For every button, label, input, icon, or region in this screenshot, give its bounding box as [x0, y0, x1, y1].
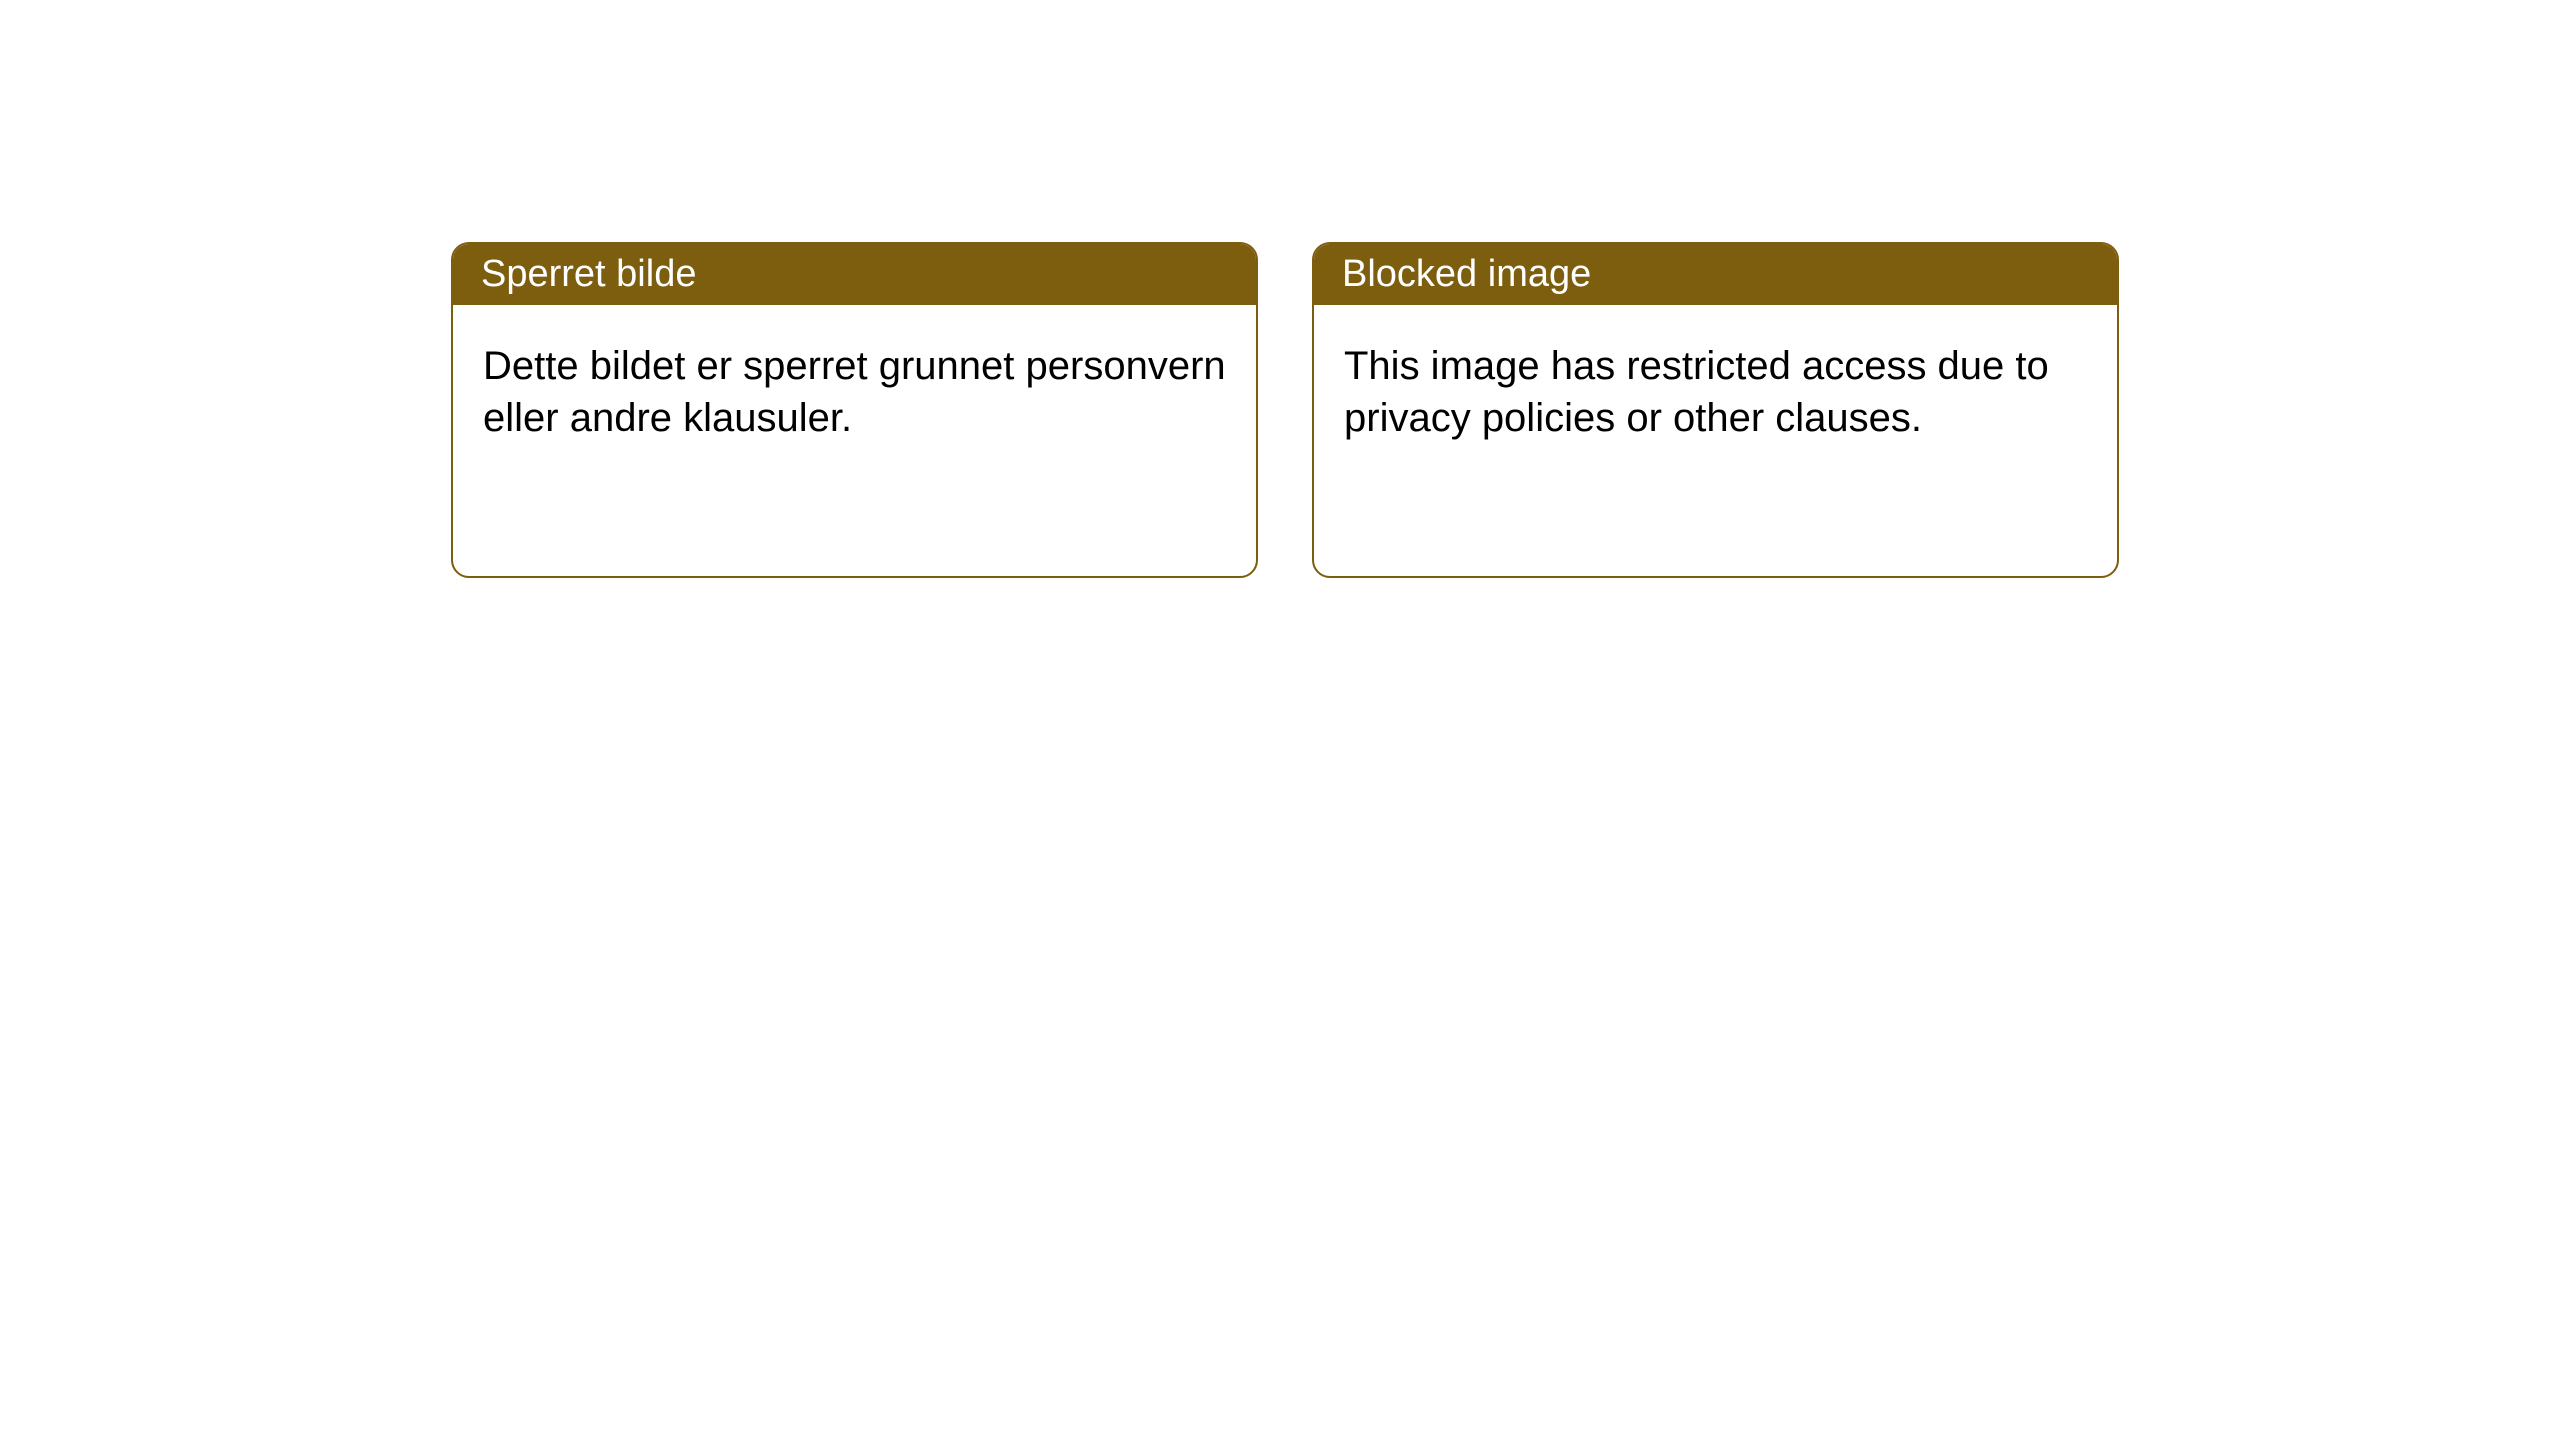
- card-header: Blocked image: [1314, 244, 2117, 305]
- notice-card-english: Blocked image This image has restricted …: [1312, 242, 2119, 578]
- card-header: Sperret bilde: [453, 244, 1256, 305]
- notice-container: Sperret bilde Dette bildet er sperret gr…: [0, 0, 2560, 578]
- card-body-text: Dette bildet er sperret grunnet personve…: [483, 344, 1226, 440]
- card-body: This image has restricted access due to …: [1314, 305, 2117, 479]
- card-title: Sperret bilde: [481, 253, 696, 295]
- card-title: Blocked image: [1342, 253, 1591, 295]
- card-body-text: This image has restricted access due to …: [1344, 344, 2049, 440]
- card-body: Dette bildet er sperret grunnet personve…: [453, 305, 1256, 479]
- notice-card-norwegian: Sperret bilde Dette bildet er sperret gr…: [451, 242, 1258, 578]
